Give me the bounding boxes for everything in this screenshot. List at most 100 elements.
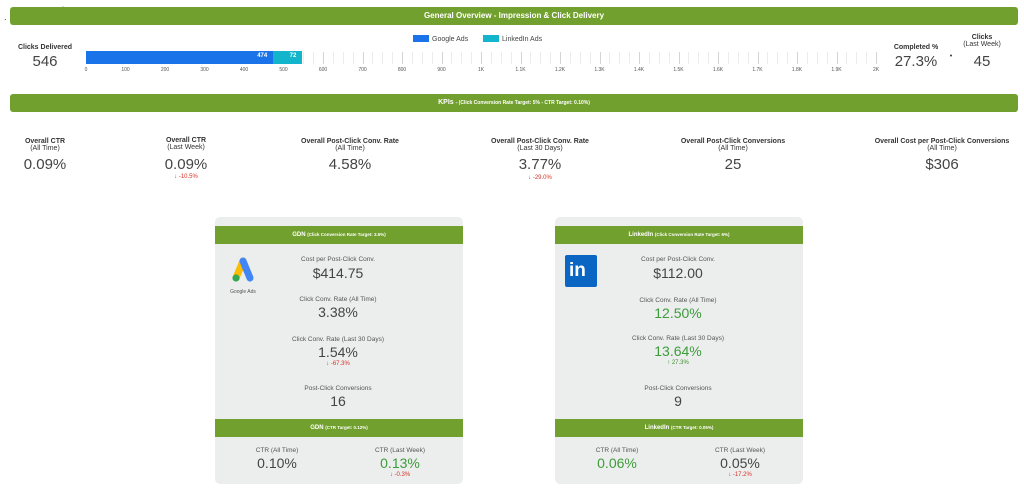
- chart-tick-label: 300: [200, 67, 209, 73]
- gdn-card-header: GDN (Click Conversion Rate Target: 3.5%): [215, 226, 463, 244]
- chart-gridline: [323, 52, 324, 64]
- chart-minor-gridline: [550, 52, 552, 64]
- linkedin-ctr-all-value: 0.06%: [597, 455, 637, 471]
- kpi-banner-title: KPIs: [438, 99, 454, 106]
- linkedin-ctr-header-sub: (CTR Target: 0.05%): [670, 425, 714, 430]
- chart-tick-label: 1.3K: [594, 67, 605, 73]
- bar-linkedin-ads[interactable]: [273, 51, 302, 64]
- chart-minor-gridline: [668, 52, 670, 64]
- legend-google-swatch: [413, 35, 429, 42]
- kpi-ctr-all-sub: (All Time): [30, 145, 60, 152]
- gdn-rate-all-label: Click Conv. Rate (All Time): [299, 296, 377, 303]
- chart-minor-gridline: [866, 52, 868, 64]
- chart-minor-gridline: [342, 52, 344, 64]
- linkedin-icon: in: [565, 255, 597, 287]
- kpi-conv-rate-30-value: 3.77%: [518, 156, 562, 173]
- kpi-conv-rate-30-change: ↓ -29.0%: [528, 175, 552, 181]
- legend-linkedin-swatch: [483, 35, 499, 42]
- google-ads-logo: Google Ads: [225, 255, 261, 295]
- kpi-ctr-week-value: 0.09%: [164, 156, 208, 173]
- kpi-ctr-week-title: Overall CTR: [165, 137, 207, 144]
- kpi-ctr-week-sub: (Last Week): [167, 144, 205, 151]
- kpi-conv-rate-30-title: Overall Post-Click Conv. Rate: [491, 138, 589, 145]
- chart-minor-gridline: [500, 52, 502, 64]
- clicks-week-sub: (Last Week): [963, 41, 1001, 48]
- linkedin-conversions-label: Post-Click Conversions: [644, 385, 712, 392]
- chart-minor-gridline: [490, 52, 492, 64]
- linkedin-ctr-week-label: CTR (Last Week): [714, 447, 766, 454]
- chart-minor-gridline: [767, 52, 769, 64]
- bar-google-ads[interactable]: [86, 51, 274, 64]
- gdn-header-title: GDN: [292, 232, 306, 238]
- chart-minor-gridline: [629, 52, 631, 64]
- chart-gridline: [757, 52, 759, 64]
- marker-dot: .: [4, 12, 7, 22]
- gdn-ctr-week-change: ↓ -0.3%: [389, 472, 411, 478]
- chart-minor-gridline: [382, 52, 384, 64]
- chart-tick-label: 0: [84, 67, 88, 73]
- linkedin-ctr-week-change: ↓ -17.2%: [728, 472, 752, 478]
- chart-gridline: [836, 52, 838, 64]
- chart-gridline: [520, 52, 522, 64]
- kpi-conv-rate-all-title: Overall Post-Click Conv. Rate: [301, 138, 399, 145]
- clicks-week-label: Clicks (Last Week): [950, 34, 1014, 48]
- chart-tick-label: 400: [239, 67, 249, 73]
- linkedin-cost-label: Cost per Post-Click Conv.: [641, 256, 715, 263]
- chart-gridline: [797, 52, 798, 64]
- legend-google-label: Google Ads: [432, 36, 469, 43]
- gdn-conversions-label: Post-Click Conversions: [304, 385, 372, 392]
- kpi-cost-per-conv-sub: (All Time): [927, 145, 957, 152]
- chart-minor-gridline: [313, 52, 315, 64]
- separator-dot: •: [949, 53, 953, 60]
- chart-minor-gridline: [816, 52, 818, 64]
- chart-minor-gridline: [431, 52, 433, 64]
- chart-tick-label: 1.9K: [831, 67, 842, 73]
- chart-tick-label: 100: [121, 67, 130, 73]
- chart-minor-gridline: [411, 52, 413, 64]
- clicks-week-value: 45: [973, 53, 991, 70]
- chart-minor-gridline: [451, 52, 453, 64]
- gdn-ctr-header: GDN (CTR Target: 0.12%): [215, 419, 463, 437]
- kpi-ctr-all-title: Overall CTR: [24, 138, 66, 145]
- chart-tick-label: 1.8K: [791, 67, 803, 73]
- linkedin-ctr-week-value: 0.05%: [720, 455, 760, 471]
- chart-tick-label: 1.5K: [673, 67, 684, 73]
- gdn-rate-30-label: Click Conv. Rate (Last 30 Days): [292, 336, 384, 343]
- kpi-conversions-title: Overall Post-Click Conversions: [680, 138, 786, 145]
- chart-tick-label: 900: [437, 67, 446, 73]
- google-ads-caption: Google Ads: [230, 289, 256, 295]
- chart-tick-label: 1.4K: [633, 67, 645, 73]
- linkedin-rate-30-label: Click Conv. Rate (Last 30 Days): [632, 335, 724, 342]
- chart-minor-gridline: [737, 52, 739, 64]
- chart-minor-gridline: [372, 52, 374, 64]
- clicks-delivered-value: 546: [32, 53, 58, 70]
- gdn-card: GDN (Click Conversion Rate Target: 3.5%)…: [215, 217, 463, 484]
- completed-value: 27.3%: [894, 53, 938, 70]
- chart-minor-gridline: [392, 52, 394, 64]
- legend-google[interactable]: Google Ads: [413, 35, 468, 43]
- chart-tick-label: 2K: [872, 67, 880, 73]
- chart-minor-gridline: [471, 52, 473, 64]
- kpi-conversions-value: 25: [724, 156, 742, 173]
- chart-gridline: [362, 52, 364, 64]
- chart-tick-label: 1.7K: [752, 67, 763, 73]
- chart-gridline: [876, 52, 877, 64]
- linkedin-cost-value: $112.00: [653, 265, 703, 281]
- kpi-conversions-label: Overall Post-Click Conversions (All Time): [658, 138, 808, 152]
- chart-tick-label: 1K: [477, 67, 485, 73]
- chart-minor-gridline: [569, 52, 571, 64]
- chart-tick-label: 200: [160, 67, 170, 73]
- gdn-ctr-header-sub: (CTR Target: 0.12%): [325, 425, 368, 430]
- chart-tick-label: 700: [358, 67, 367, 73]
- gdn-ctr-all-label: CTR (All Time): [255, 447, 299, 454]
- legend-linkedin[interactable]: LinkedIn Ads: [483, 35, 542, 43]
- legend-linkedin-label: LinkedIn Ads: [502, 36, 543, 43]
- chart-minor-gridline: [579, 52, 581, 64]
- gdn-ctr-all-value: 0.10%: [257, 455, 297, 471]
- chart-tick-label: 600: [318, 67, 328, 73]
- chart-minor-gridline: [648, 52, 650, 64]
- chart-minor-gridline: [806, 52, 808, 64]
- linkedin-logo-text: in: [569, 260, 586, 281]
- chart-minor-gridline: [698, 52, 700, 64]
- kpi-conv-rate-30-sub: (Last 30 Days): [517, 145, 563, 152]
